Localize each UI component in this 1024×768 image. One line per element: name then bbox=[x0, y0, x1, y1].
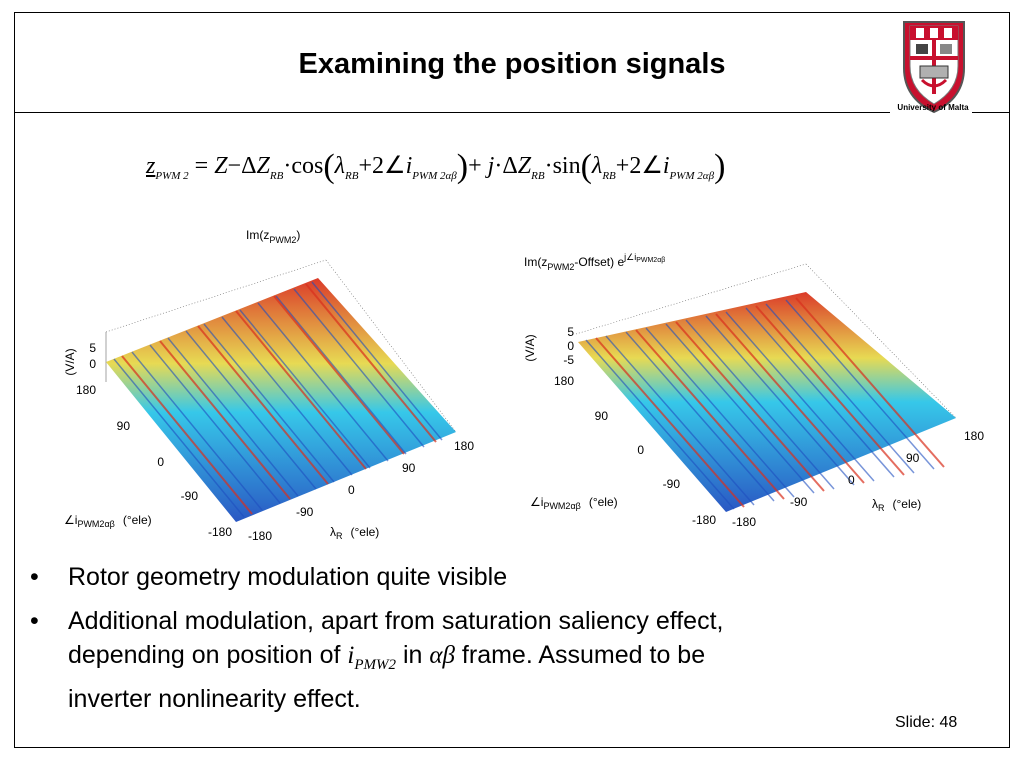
impedance-formula: zPWM 2 = Z−ΔZRB·cos(λRB+2∠iPWM 2αβ)+ j·Δ… bbox=[146, 148, 726, 185]
right-zlabel: (V/A) bbox=[523, 334, 537, 361]
right-surface-plot: Im(zPWM2-Offset) ej∠iPWM2αβ 5 0 -5 (V/A)… bbox=[516, 242, 996, 542]
right-ytick: 90 bbox=[595, 409, 609, 423]
right-ylabel: ∠iPWM2αβ (°ele) bbox=[530, 495, 618, 511]
right-ytick: -180 bbox=[692, 513, 716, 527]
left-xtick: 180 bbox=[454, 439, 474, 453]
university-crest-icon bbox=[903, 21, 965, 114]
university-caption: University of Malta bbox=[897, 103, 969, 112]
bullet-dot-icon: • bbox=[30, 607, 39, 635]
frame-symbol: αβ bbox=[429, 642, 455, 669]
current-variable: iPMW2 bbox=[347, 642, 397, 673]
left-ztick: 0 bbox=[89, 357, 96, 371]
bullet-item: • Rotor geometry modulation quite visibl… bbox=[30, 560, 950, 594]
left-surface-plot: Im(zPWM2) 5 0 (V/A) 180 90 0 -90 -180 bbox=[56, 222, 496, 552]
left-xtick: 90 bbox=[402, 461, 416, 475]
slide-number: Slide: 48 bbox=[895, 714, 958, 731]
left-zlabel: (V/A) bbox=[63, 348, 77, 375]
right-ytick: -90 bbox=[663, 477, 681, 491]
left-surface-ridges bbox=[113, 281, 443, 518]
right-ztick: -5 bbox=[563, 353, 574, 367]
right-xtick: -90 bbox=[790, 495, 808, 509]
right-surface-ridges bbox=[585, 299, 935, 510]
left-ytick: -90 bbox=[181, 489, 199, 503]
left-xlabel: λR (°ele) bbox=[330, 525, 379, 541]
right-plot-title: Im(zPWM2-Offset) ej∠iPWM2αβ bbox=[524, 252, 665, 272]
left-ytick: 90 bbox=[117, 419, 131, 433]
right-xtick: 90 bbox=[906, 451, 920, 465]
left-xtick: -180 bbox=[248, 529, 272, 543]
left-ztick: 5 bbox=[89, 341, 96, 355]
right-xtick: 0 bbox=[848, 473, 855, 487]
left-ytick: -180 bbox=[208, 525, 232, 539]
bullet-dot-icon: • bbox=[30, 563, 39, 591]
title-divider-right bbox=[972, 112, 1010, 113]
title-divider bbox=[14, 112, 890, 113]
left-ytick: 180 bbox=[76, 383, 96, 397]
right-xtick: -180 bbox=[732, 515, 756, 529]
left-plot-title: Im(zPWM2) bbox=[246, 228, 300, 245]
right-ztick: 0 bbox=[567, 339, 574, 353]
right-ytick: 0 bbox=[637, 443, 644, 457]
left-xtick: -90 bbox=[296, 505, 314, 519]
right-xtick: 180 bbox=[964, 429, 984, 443]
right-ytick: 180 bbox=[554, 374, 574, 388]
bullet-item: • Additional modulation, apart from satu… bbox=[30, 604, 950, 716]
left-ylabel: ∠iPWM2αβ (°ele) bbox=[64, 513, 152, 529]
bullet-list: • Rotor geometry modulation quite visibl… bbox=[30, 560, 950, 726]
left-ytick: 0 bbox=[157, 455, 164, 469]
right-ztick: 5 bbox=[567, 325, 574, 339]
slide-frame bbox=[14, 12, 1010, 748]
slide-title: Examining the position signals bbox=[298, 48, 726, 80]
right-xlabel: λR (°ele) bbox=[872, 497, 921, 513]
left-xtick: 0 bbox=[348, 483, 355, 497]
